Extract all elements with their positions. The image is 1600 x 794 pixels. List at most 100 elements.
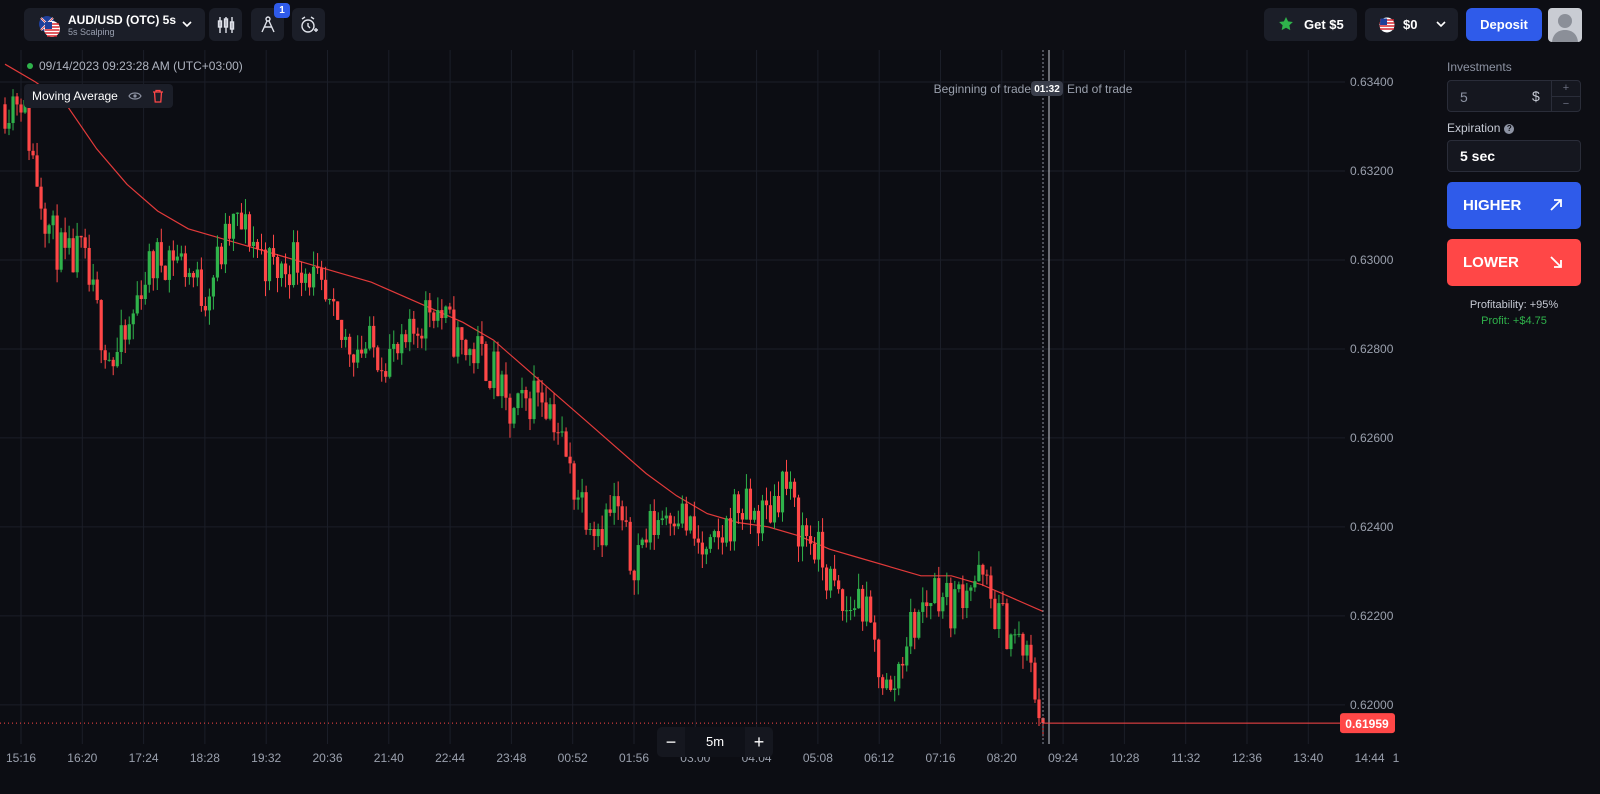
candle-up [424, 300, 428, 339]
candle-down [764, 500, 769, 506]
candle-down [203, 305, 207, 311]
candle-down [259, 249, 264, 251]
get-bonus-button[interactable]: Get $5 [1264, 8, 1357, 41]
candle-up [680, 503, 684, 524]
candle-down [616, 496, 620, 507]
bonus-label: Get $5 [1304, 17, 1344, 32]
candle-up [636, 545, 640, 581]
candle-down [3, 104, 7, 129]
candle-down [913, 611, 917, 638]
x-tick-label: 01:56 [619, 751, 649, 765]
candle-down [696, 538, 700, 543]
investment-input[interactable]: 5 $ + − [1447, 80, 1581, 112]
candle-down [820, 531, 825, 568]
candle-up [211, 277, 216, 297]
candle-down [989, 575, 993, 599]
arrow-up-right-icon [1550, 199, 1562, 211]
candle-down [324, 279, 328, 300]
trash-icon[interactable] [152, 89, 164, 103]
candle-down [416, 333, 420, 336]
candle-up [929, 603, 933, 607]
candle-down [804, 525, 809, 537]
increase-button[interactable]: + [1552, 81, 1580, 97]
candle-up [392, 343, 396, 349]
zoom-out-button[interactable]: − [665, 732, 677, 752]
candle-down [199, 269, 203, 306]
arrow-down-right-icon [1550, 256, 1562, 268]
candle-up [676, 523, 680, 527]
drawings-button[interactable]: 1 [251, 3, 290, 41]
candle-down [552, 404, 556, 433]
chart-type-button[interactable] [209, 8, 242, 41]
candle-up [905, 646, 909, 666]
candle-up [7, 123, 11, 129]
candle-down [728, 518, 732, 542]
candle-down [748, 488, 753, 520]
avatar[interactable] [1548, 8, 1582, 42]
candle-down [985, 574, 989, 576]
candle-up [712, 531, 716, 538]
candle-up [187, 272, 191, 278]
higher-button[interactable]: HIGHER [1447, 182, 1581, 229]
candle-up [1013, 634, 1017, 636]
candle-up [251, 241, 256, 247]
candle-up [885, 679, 889, 689]
decrease-button[interactable]: − [1562, 98, 1570, 110]
candle-up [356, 349, 360, 363]
candle-up [400, 334, 404, 354]
candle-up [388, 348, 392, 377]
price-alert-button[interactable] [292, 8, 325, 41]
candle-down [340, 319, 344, 340]
candle-down [316, 266, 320, 269]
candle-up [788, 481, 793, 489]
price-chart[interactable]: Beginning of trade 01:32 End of trade 0.619… [0, 0, 1430, 794]
candle-down [564, 431, 568, 457]
y-tick-label: 0.63200 [1350, 164, 1394, 178]
candle-down [55, 215, 59, 270]
candle-down [332, 298, 336, 302]
candle-down [544, 402, 548, 419]
candle-down [19, 104, 23, 113]
candle-down [504, 374, 508, 398]
indicator-chip[interactable]: Moving Average [24, 84, 173, 108]
candle-up [752, 510, 757, 520]
candle-down [873, 622, 877, 640]
candle-up [664, 515, 668, 519]
candle-up [772, 495, 777, 523]
help-icon[interactable]: ? [1504, 124, 1515, 134]
candle-up [732, 494, 737, 542]
candle-down [981, 564, 985, 575]
eye-icon[interactable] [128, 91, 142, 101]
candle-down [620, 506, 624, 521]
candle-up [897, 663, 901, 689]
zoom-in-button[interactable]: + [753, 732, 765, 752]
candle-up [223, 223, 228, 265]
expiration-input[interactable]: 5 sec [1447, 140, 1581, 172]
candle-up [973, 581, 977, 588]
candle-down [993, 598, 997, 629]
candle-up [865, 596, 869, 622]
asset-selector[interactable]: AUD/USD (OTC) 5s 5s Scalping [24, 8, 205, 41]
investment-currency: $ [1532, 88, 1540, 104]
candle-down [440, 310, 444, 319]
deposit-button[interactable]: Deposit [1466, 8, 1542, 41]
candle-up [328, 298, 332, 300]
candle-down [837, 580, 841, 590]
candle-up [512, 408, 516, 424]
candle-down [488, 380, 492, 388]
candle-down [528, 398, 532, 420]
lower-button[interactable]: LOWER [1447, 239, 1581, 286]
x-tick-label: 08:20 [987, 751, 1017, 765]
candle-up [708, 537, 712, 549]
candle-down [540, 392, 544, 403]
account-balance-selector[interactable]: $0 [1365, 8, 1458, 41]
y-tick-label: 0.62000 [1350, 698, 1394, 712]
candle-down [841, 589, 845, 611]
candle-down [35, 155, 39, 187]
timeframe-value[interactable]: 5m [685, 727, 745, 757]
candle-up [933, 578, 937, 604]
expiration-label-text: Expiration [1447, 121, 1501, 135]
candle-up [267, 248, 272, 282]
drawings-count-badge: 1 [274, 3, 290, 18]
candle-up [576, 497, 580, 500]
